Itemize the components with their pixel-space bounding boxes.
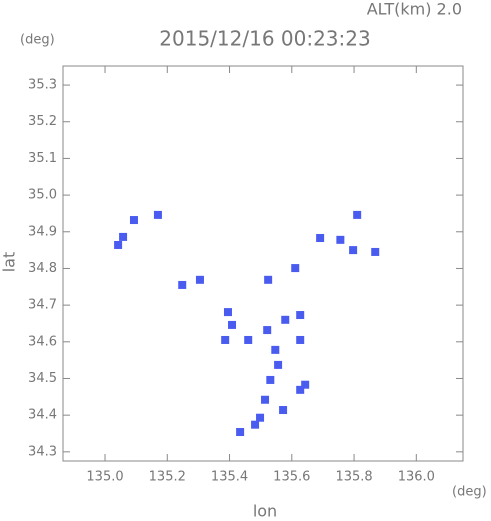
- echo-cell: [264, 275, 273, 284]
- plot-frame: [62, 65, 464, 462]
- echo-cell: [221, 335, 230, 344]
- echo-cell: [353, 210, 362, 219]
- x-tick-label: 135.2: [149, 470, 186, 485]
- echo-cell: [371, 247, 380, 256]
- echo-cell: [336, 235, 345, 244]
- x-tick-label: 135.8: [335, 470, 372, 485]
- altitude-label: ALT(km) 2.0: [367, 0, 462, 19]
- echo-cell: [296, 311, 305, 320]
- echo-cell: [291, 264, 300, 273]
- echo-cell: [129, 216, 138, 225]
- echo-cell: [279, 406, 288, 415]
- x-axis-label: lon: [253, 502, 277, 521]
- x-unit: (deg): [452, 485, 487, 500]
- y-tick-label: 34.8: [28, 261, 57, 276]
- y-tick-label: 34.6: [28, 334, 57, 349]
- echo-cell: [274, 360, 283, 369]
- echo-cell: [223, 308, 232, 317]
- echo-cell: [271, 345, 280, 354]
- y-tick-label: 34.3: [28, 444, 57, 459]
- echo-cell: [178, 280, 187, 289]
- y-tick-label: 34.4: [28, 408, 57, 423]
- echo-cell: [263, 326, 272, 335]
- echo-cell: [266, 375, 275, 384]
- echo-cell: [236, 428, 245, 437]
- echo-cell: [153, 210, 162, 219]
- y-tick-label: 34.7: [28, 298, 57, 313]
- chart-title: 2015/12/16 00:23:23: [159, 27, 370, 51]
- y-tick-label: 35.3: [28, 78, 57, 93]
- y-tick-label: 35.2: [28, 114, 57, 129]
- x-tick-label: 135.4: [211, 470, 248, 485]
- echo-cell: [316, 234, 325, 243]
- echo-cell: [114, 240, 123, 249]
- echo-cell: [261, 395, 270, 404]
- echo-cell: [296, 335, 305, 344]
- echo-cell: [256, 413, 265, 422]
- echo-cell: [301, 380, 310, 389]
- y-unit: (deg): [20, 33, 55, 48]
- echo-cell: [228, 320, 237, 329]
- y-tick-label: 35.0: [28, 188, 57, 203]
- echo-cell: [251, 420, 260, 429]
- y-tick-label: 34.5: [28, 371, 57, 386]
- x-tick-label: 136.0: [398, 470, 435, 485]
- echo-cell: [244, 335, 253, 344]
- x-tick-label: 135.6: [273, 470, 310, 485]
- y-tick-label: 34.9: [28, 224, 57, 239]
- y-axis-label: lat: [0, 252, 19, 273]
- echo-cell: [296, 385, 305, 394]
- echo-cell: [349, 246, 358, 255]
- echo-cell: [119, 232, 128, 241]
- x-tick-label: 135.0: [86, 470, 123, 485]
- echo-cell: [195, 275, 204, 284]
- echo-cell: [281, 315, 290, 324]
- y-tick-label: 35.1: [28, 151, 57, 166]
